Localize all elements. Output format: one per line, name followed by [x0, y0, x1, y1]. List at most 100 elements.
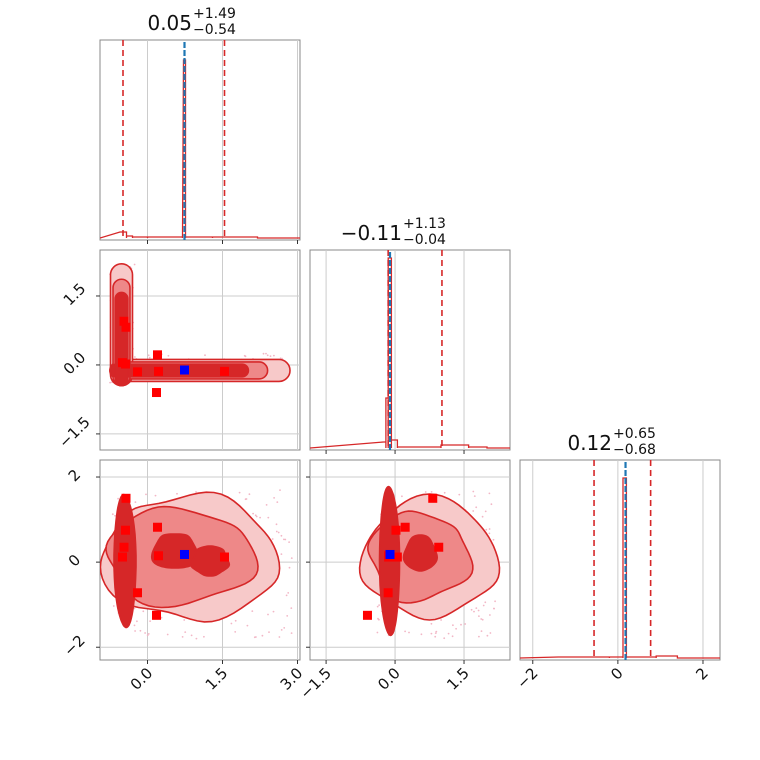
y-tick-label-2-1: 0 — [65, 551, 84, 570]
scatter-dot — [144, 632, 147, 634]
scatter-dot — [252, 512, 255, 515]
scatter-dot — [204, 354, 206, 357]
scatter-dot — [434, 635, 437, 638]
scatter-dot — [148, 356, 151, 359]
scatter-dot — [434, 632, 437, 634]
scatter-dot — [139, 629, 142, 632]
contour-arm-h-2 — [109, 363, 250, 378]
best-fit-marker — [180, 365, 189, 375]
scatter-dot — [184, 631, 187, 633]
contour-core-1 — [402, 534, 439, 572]
panel-title-1: −0.11 +1.13−0.04 — [341, 216, 446, 248]
contour-core-2 — [189, 545, 231, 577]
scatter-dot — [477, 609, 480, 612]
x-tick-label-2-0: −2 — [513, 664, 541, 692]
scatter-dot — [484, 510, 487, 513]
scatter-dot — [478, 635, 480, 638]
scatter-dot — [133, 624, 136, 627]
scatter-dot — [472, 510, 475, 512]
scatter-dot — [488, 532, 491, 535]
scatter-dot — [183, 619, 186, 621]
sample-marker-1 — [121, 493, 131, 503]
x-tick-label-2-2: 2 — [692, 664, 711, 683]
scatter-dot — [376, 605, 379, 608]
scatter-dot — [109, 381, 111, 384]
best-fit-marker — [180, 549, 189, 559]
scatter-dot — [268, 631, 270, 633]
title-upper-0: +1.49 — [193, 6, 236, 22]
sample-marker-7 — [220, 552, 229, 562]
scatter-dot — [273, 497, 275, 499]
scatter-dot — [147, 633, 150, 635]
scatter-dot — [404, 630, 406, 633]
sample-marker-8 — [133, 588, 142, 598]
sample-marker-4 — [400, 522, 410, 532]
scatter-dot — [290, 557, 293, 559]
scatter-dot — [275, 530, 278, 533]
sample-marker-4 — [153, 350, 162, 360]
scatter-dot — [430, 622, 433, 625]
scatter-dot — [265, 504, 268, 506]
scatter-dot — [253, 636, 256, 639]
x-tick-label-0-1: 1.5 — [202, 664, 232, 694]
title-lower-0: −0.54 — [193, 22, 236, 38]
scatter-dot — [117, 497, 119, 500]
histogram-step — [310, 257, 510, 449]
scatter-dot — [473, 495, 476, 497]
scatter-dot — [230, 622, 233, 625]
scatter-dot — [443, 637, 446, 640]
scatter-dot — [280, 629, 283, 631]
sample-marker-4 — [153, 522, 162, 532]
scatter-dot — [286, 615, 289, 617]
scatter-dot — [475, 506, 478, 509]
histogram-step — [100, 59, 300, 239]
sample-marker-0 — [119, 542, 129, 552]
scatter-dot — [166, 633, 169, 636]
scatter-dot — [470, 608, 473, 611]
scatter-dot — [254, 514, 257, 517]
scatter-dot — [290, 632, 293, 634]
title-lower-2: −0.68 — [613, 442, 656, 458]
histogram-param-1 — [310, 250, 510, 450]
scatter-dot — [408, 631, 410, 634]
contour-arm-v-2 — [114, 291, 129, 387]
scatter-dot — [265, 352, 267, 355]
x-tick-label-0-0: 0.0 — [127, 664, 157, 694]
scatter-dot — [488, 528, 491, 530]
panel-frame-1-1 — [309, 249, 511, 451]
scatter-dot — [255, 515, 258, 518]
scatter-dot — [238, 491, 241, 494]
title-median-1: −0.11 — [341, 221, 402, 245]
scatter-dot — [176, 492, 178, 495]
sample-marker-2 — [121, 525, 130, 535]
scatter-dot — [290, 607, 293, 609]
scatter-dot — [489, 632, 492, 634]
scatter-dot — [273, 354, 275, 357]
scatter-dot — [136, 620, 138, 623]
scatter-dot — [440, 619, 442, 621]
sample-marker-6 — [362, 610, 372, 620]
scatter-dot — [420, 633, 423, 636]
sample-marker-2 — [391, 525, 401, 535]
scatter-dot — [190, 634, 193, 637]
scatter-dot — [133, 263, 136, 266]
sample-marker-3 — [392, 552, 402, 562]
scatter-dot — [267, 516, 270, 519]
panel-1-0 — [100, 250, 300, 450]
scatter-dot — [259, 516, 261, 519]
sample-marker-3 — [118, 358, 127, 368]
scatter-dot — [243, 354, 246, 357]
scatter-dot — [154, 494, 157, 497]
panel-frame-0-0 — [99, 39, 301, 241]
scatter-dot — [195, 637, 198, 640]
scatter-dot — [481, 618, 484, 621]
panel-title-2: 0.12 +0.65−0.68 — [567, 426, 655, 458]
scatter-dot — [451, 635, 454, 638]
scatter-dot — [285, 594, 288, 597]
scatter-dot — [488, 492, 491, 495]
scatter-dot — [275, 523, 278, 526]
scatter-dot — [494, 600, 496, 603]
scatter-dot — [280, 534, 283, 537]
scatter-dot — [460, 623, 462, 626]
